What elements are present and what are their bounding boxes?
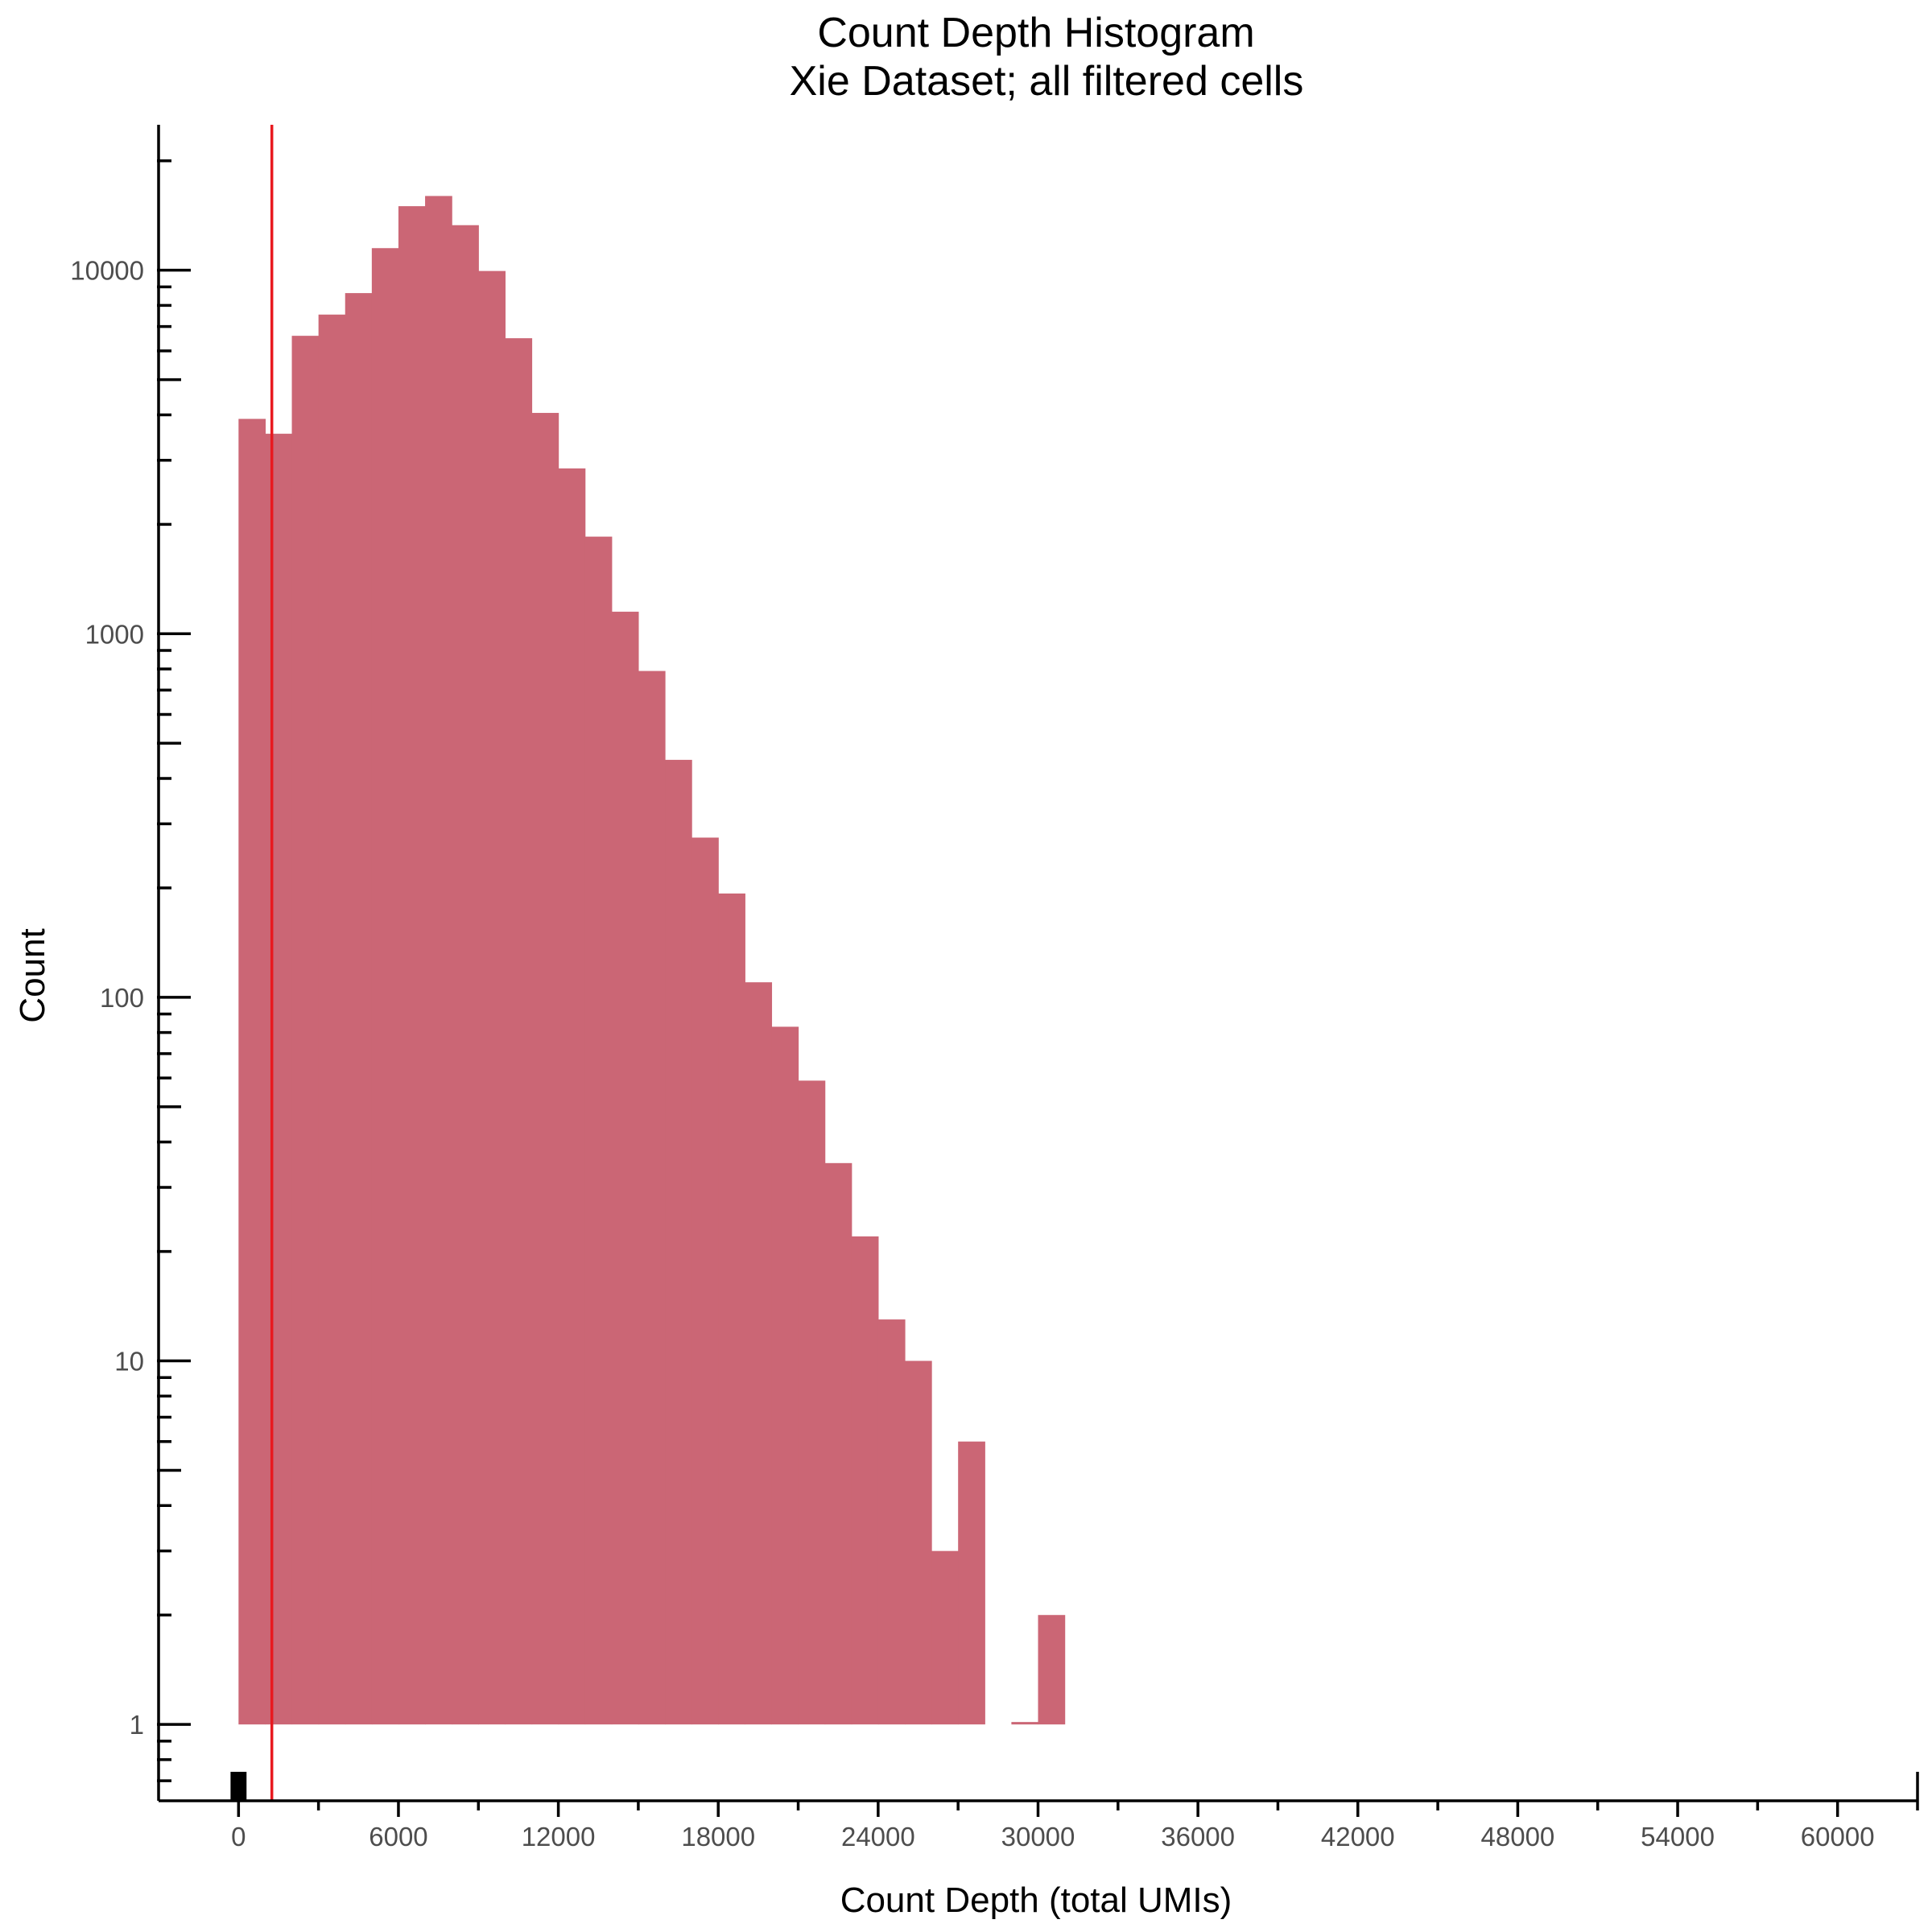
histogram-bar	[345, 293, 373, 1725]
y-tick-label: 1	[130, 1710, 144, 1740]
histogram-bar	[638, 671, 666, 1725]
y-tick-label: 10	[114, 1347, 144, 1377]
histogram-bar	[958, 1441, 985, 1725]
histogram-bar	[745, 982, 773, 1725]
y-tick-label: 10000	[70, 256, 144, 286]
rug-mark	[230, 1772, 247, 1801]
histogram-bar	[318, 314, 346, 1725]
axes: 1 10 100 1000 10000 0 6000 12000 18000 24000 3000…	[70, 125, 1919, 1852]
histogram-bar	[771, 1026, 799, 1725]
histogram-bar	[718, 893, 745, 1725]
y-axis-ticks: 1 10 100 1000 10000	[70, 159, 191, 1782]
histogram-bar	[425, 196, 452, 1725]
histogram-bar	[291, 336, 320, 1725]
histogram-bar	[665, 759, 692, 1725]
x-tick-label: 12000	[522, 1822, 596, 1852]
histogram-bar	[505, 338, 533, 1725]
histogram-bar	[611, 611, 639, 1725]
chart-subtitle: Xie Dataset; all filtered cells	[790, 58, 1304, 105]
x-axis-title: Count Depth (total UMIs)	[840, 1880, 1232, 1920]
histogram-bar	[584, 536, 613, 1725]
rug-marks	[230, 1772, 247, 1801]
y-tick-label: 1000	[85, 619, 144, 649]
x-tick-label: 18000	[681, 1822, 755, 1852]
histogram-bars	[238, 196, 1066, 1725]
histogram-bar	[531, 412, 559, 1725]
x-tick-label: 36000	[1161, 1822, 1235, 1852]
histogram-bar	[798, 1080, 826, 1725]
histogram-bar	[877, 1319, 906, 1725]
histogram-bar	[1011, 1722, 1039, 1725]
histogram-bar	[824, 1162, 852, 1725]
x-tick-label: 30000	[1001, 1822, 1075, 1852]
chart-title: Count Depth Histogram	[817, 10, 1254, 56]
histogram-bar	[691, 837, 719, 1725]
histogram-bar	[238, 419, 266, 1725]
x-axis-ticks: 0 6000 12000 18000 24000 30000 36000 42000 48000…	[231, 1772, 1919, 1852]
histogram-bar	[1038, 1615, 1066, 1725]
histogram-bar	[904, 1360, 932, 1725]
x-tick-label: 42000	[1321, 1822, 1395, 1852]
y-tick-label: 100	[100, 983, 144, 1013]
x-tick-label: 24000	[841, 1822, 915, 1852]
histogram-bar	[478, 270, 506, 1725]
x-tick-label: 60000	[1801, 1822, 1875, 1852]
x-tick-label: 48000	[1481, 1822, 1555, 1852]
histogram-bar	[851, 1236, 879, 1725]
histogram-bar	[558, 468, 586, 1725]
y-axis-title: Count	[13, 928, 52, 1022]
histogram-bar	[452, 225, 479, 1725]
histogram-bar	[265, 433, 293, 1725]
x-tick-label: 0	[231, 1822, 246, 1852]
histogram-bar	[371, 248, 399, 1725]
histogram-bar	[398, 206, 426, 1725]
histogram-bar	[931, 1550, 959, 1725]
x-tick-label: 6000	[369, 1822, 427, 1852]
x-tick-label: 54000	[1641, 1822, 1715, 1852]
